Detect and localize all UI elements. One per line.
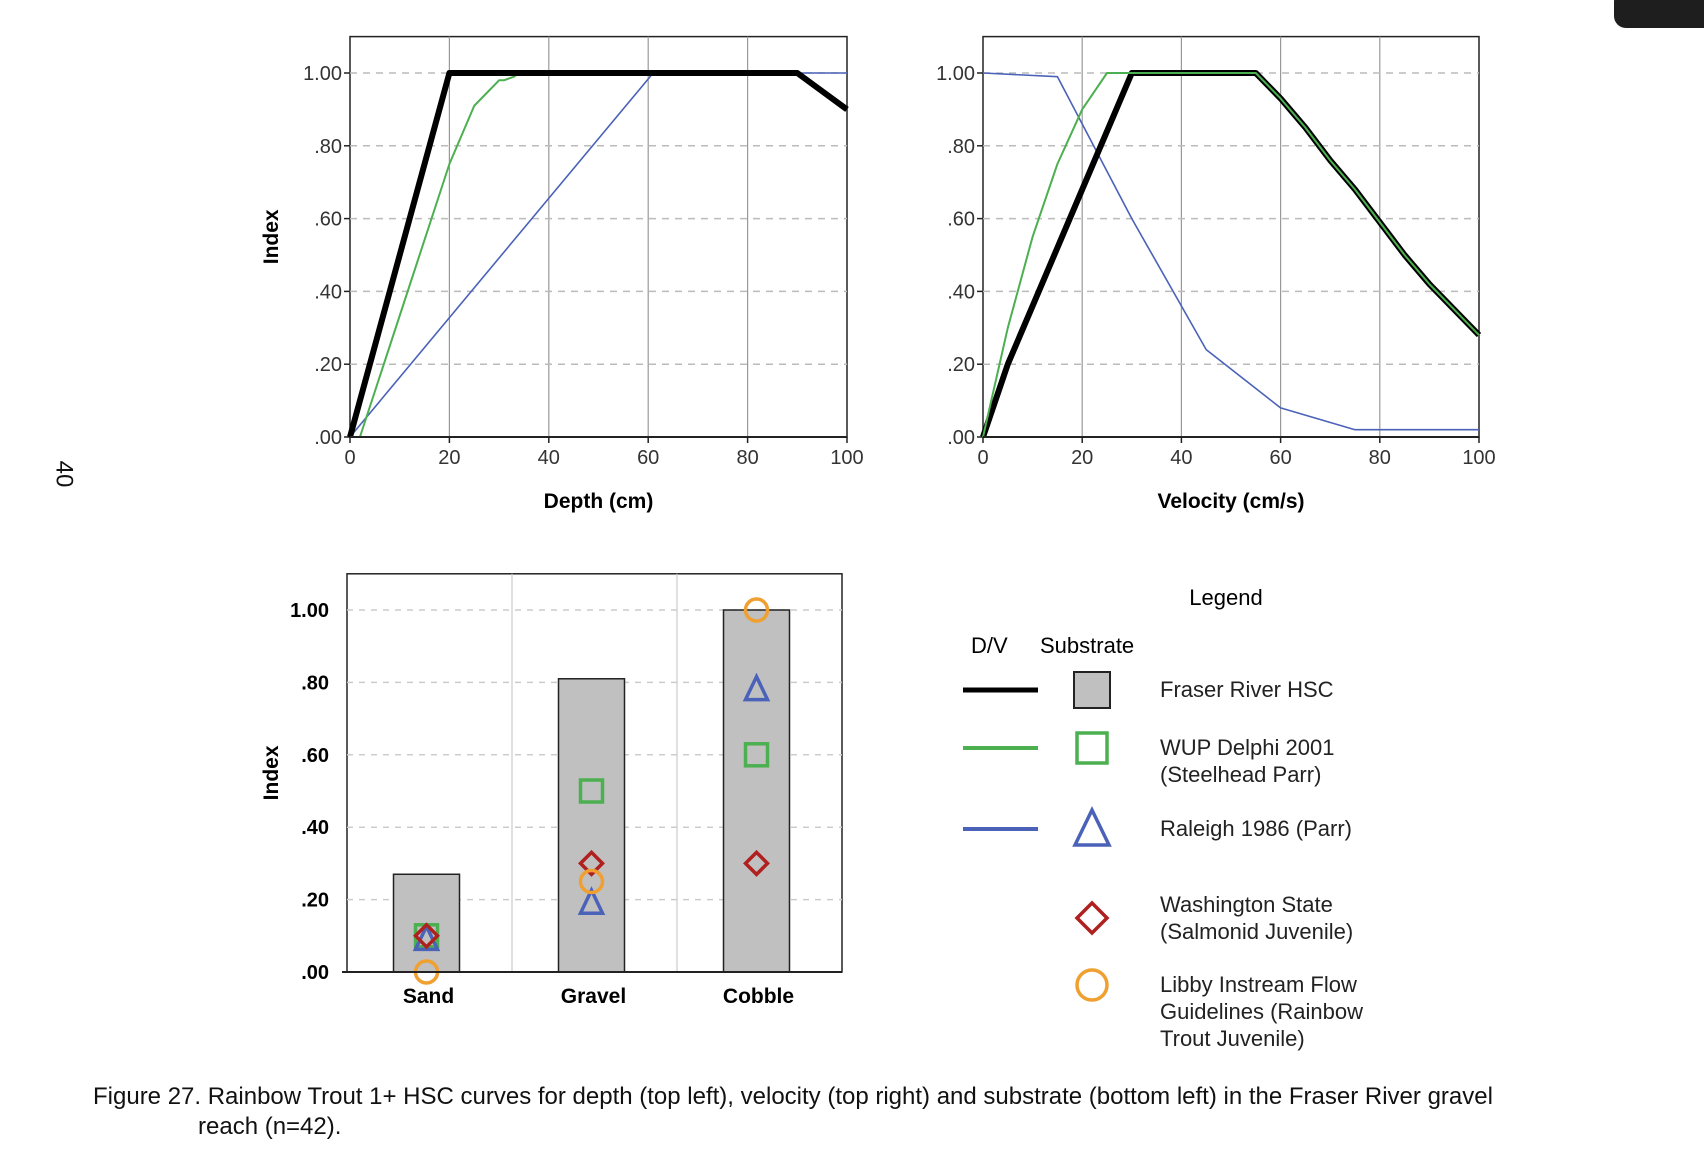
marker-washington <box>743 849 770 877</box>
series-line-fraser <box>347 70 849 438</box>
marker-washington <box>413 922 440 950</box>
x-tick-label: Sand <box>403 985 454 1008</box>
x-tick-label: 20 <box>1071 447 1093 469</box>
velocity-chart: 0 20 40 60 80 100 .00 .20 .40 .60 .80 1.00 Velocity … <box>936 35 1496 513</box>
y-tick-label: .40 <box>301 817 329 839</box>
y-tick-label: .20 <box>301 890 329 912</box>
legend-label: (Salmonid Juvenile) <box>1160 919 1353 944</box>
substrate-chart: .00 .20 .40 .60 .80 1.00 Sand Gravel Cobble Index <box>260 573 843 1008</box>
x-tick-label: 80 <box>1369 447 1391 469</box>
y-tick-label: .40 <box>947 281 975 303</box>
x-tick-label: 40 <box>538 447 560 469</box>
y-tick-label: 1.00 <box>936 63 975 85</box>
legend-symbol-raleigh <box>1072 805 1112 847</box>
legend-symbol-washington <box>1074 900 1110 936</box>
legend-column-dv: D/V <box>971 633 1008 658</box>
x-tick-label: 60 <box>637 447 659 469</box>
legend-column-substrate: Substrate <box>1040 633 1134 658</box>
marker-raleigh <box>577 886 606 915</box>
y-axis-title: Index <box>260 209 283 264</box>
depth-chart: 0 20 40 60 80 100 .00 .20 .40 .60 .80 1.00 Depth (cm… <box>260 35 864 513</box>
x-tick-label: 0 <box>977 447 988 469</box>
legend-item-washington: Washington State(Salmonid Juvenile) <box>1074 892 1353 944</box>
marker-washington <box>578 849 605 877</box>
series-line-raleigh <box>982 72 1479 431</box>
x-tick-label: Gravel <box>561 985 626 1008</box>
legend-item-wup: WUP Delphi 2001(Steelhead Parr) <box>963 731 1334 787</box>
y-tick-label: 1.00 <box>303 63 342 85</box>
y-tick-label: .00 <box>947 427 975 449</box>
window-corner-overlay <box>1614 0 1704 28</box>
caption-line-1: Figure 27. Rainbow Trout 1+ HSC curves f… <box>93 1083 1493 1110</box>
y-tick-label: .80 <box>947 136 975 158</box>
x-axis-title: Depth (cm) <box>544 490 654 513</box>
y-tick-label: .80 <box>314 136 342 158</box>
x-tick-label: 20 <box>438 447 460 469</box>
plot-area <box>982 35 1480 438</box>
plot-area <box>349 35 848 438</box>
legend-label: Fraser River HSC <box>1160 677 1334 702</box>
legend-label: Guidelines (Rainbow <box>1160 999 1363 1024</box>
bar-gravel <box>557 678 626 973</box>
x-tick-label: 100 <box>830 447 863 469</box>
x-tick-label: 40 <box>1170 447 1192 469</box>
legend-symbol-fraser <box>1073 671 1111 709</box>
x-tick-label: 0 <box>344 447 355 469</box>
legend-label: Raleigh 1986 (Parr) <box>1160 816 1352 841</box>
legend-label: Trout Juvenile) <box>1160 1026 1305 1051</box>
y-tick-label: .80 <box>301 672 329 694</box>
marker-raleigh <box>412 922 441 952</box>
legend-symbol-libby <box>1075 968 1109 1002</box>
bar-cobble <box>722 609 791 973</box>
figure-caption: Figure 27. Rainbow Trout 1+ HSC curves f… <box>93 1082 1693 1142</box>
marker-libby <box>743 597 770 623</box>
legend-label: (Steelhead Parr) <box>1160 762 1321 787</box>
legend-label: Washington State <box>1160 892 1333 917</box>
legend-symbol-wup <box>1075 731 1109 765</box>
y-tick-label: 1.00 <box>290 600 329 622</box>
x-tick-label: 100 <box>1462 447 1495 469</box>
x-tick-label: Cobble <box>723 985 794 1008</box>
y-tick-label: .00 <box>314 427 342 449</box>
legend-title: Legend <box>1189 585 1262 610</box>
y-tick-label: .60 <box>314 209 342 231</box>
marker-wup <box>743 742 770 768</box>
marker-libby <box>578 868 605 895</box>
legend-label: Libby Instream Flow <box>1160 972 1357 997</box>
x-axis-title: Velocity (cm/s) <box>1157 490 1304 513</box>
y-tick-label: .20 <box>314 354 342 376</box>
y-axis-title: Index <box>260 745 283 800</box>
y-tick-label: .60 <box>947 209 975 231</box>
y-tick-label: .60 <box>301 745 329 767</box>
legend-item-raleigh: Raleigh 1986 (Parr) <box>963 805 1352 847</box>
x-tick-label: 60 <box>1269 447 1291 469</box>
y-tick-label: .00 <box>301 962 329 984</box>
x-tick-label: 80 <box>736 447 758 469</box>
marker-wup <box>578 778 605 804</box>
caption-line-2: reach (n=42). <box>198 1113 342 1140</box>
legend: Legend D/V Substrate Fraser River HSC WUP De… <box>963 585 1363 1051</box>
series-line-wup <box>982 72 1480 438</box>
y-tick-label: .40 <box>314 281 342 303</box>
legend-label: WUP Delphi 2001 <box>1160 735 1334 760</box>
y-tick-label: .20 <box>947 354 975 376</box>
marker-raleigh <box>742 672 771 702</box>
legend-item-fraser: Fraser River HSC <box>963 671 1334 709</box>
